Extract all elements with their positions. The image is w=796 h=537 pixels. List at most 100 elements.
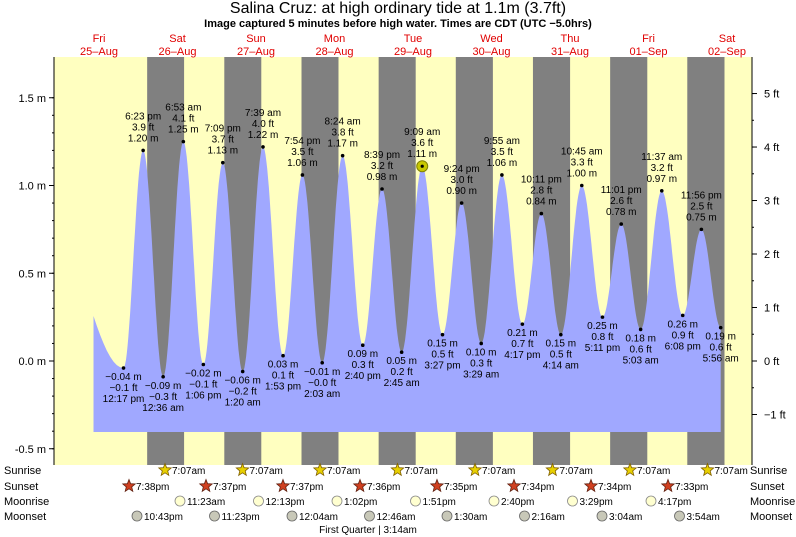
sunset-icon	[198, 478, 214, 493]
axes: -0.5 m 0.0 m 0.5 m 1.0 m 1.5 m −1 ft 0 ft 1 ft 2…	[15, 57, 786, 465]
sunrise-label-left: Sunrise	[4, 465, 41, 477]
moonset-icon	[286, 510, 298, 522]
sunrise-time: 7:07am	[405, 466, 438, 477]
day-name: Mon	[324, 33, 345, 45]
moonset-time: 2:16am	[532, 512, 565, 523]
high-tide-point	[300, 173, 305, 177]
high-tide-time: 11:01 pm	[601, 185, 642, 196]
right-tick-label: 1 ft	[764, 303, 779, 315]
high-tide-point	[659, 188, 664, 193]
sunset-label-left: Sunset	[4, 481, 38, 493]
moonset-label-right: Moonset	[750, 511, 792, 523]
day-date: 30–Aug	[473, 46, 511, 58]
low-tide-point	[440, 332, 445, 337]
right-tick-label: 0 ft	[764, 356, 779, 368]
tide-water-area	[93, 141, 721, 432]
moonrise-icon	[567, 495, 578, 507]
low-tide-time: 5:11 pm	[585, 343, 620, 354]
moonrise-time: 11:23am	[187, 497, 225, 508]
high-tide-metres: 0.78 m	[606, 207, 637, 218]
moonrise-label-left: Moonrise	[4, 496, 49, 508]
moonrise-time: 1:02pm	[344, 497, 377, 508]
day-date: 01–Sep	[630, 46, 668, 58]
low-tide-time: 2:45 am	[384, 378, 420, 389]
sunset-time: 7:36pm	[367, 482, 400, 493]
high-tide-metres: 1.06 m	[487, 158, 518, 169]
sunrise-icon	[700, 462, 715, 477]
low-tide-metres: 0.09 m	[347, 349, 378, 360]
high-tide-feet: 3.7 ft	[212, 135, 234, 146]
sunset-time: 7:38pm	[136, 482, 169, 493]
low-tide-time: 12:36 am	[142, 403, 184, 414]
right-tick-label: 5 ft	[764, 89, 779, 101]
low-tide-metres: 0.18 m	[625, 333, 656, 344]
left-tick-label: -0.5 m	[15, 444, 46, 456]
right-tick-label: −1 ft	[764, 409, 786, 421]
low-tide-point	[360, 343, 365, 348]
low-tide-point	[240, 369, 245, 374]
high-tide-feet: 2.8 ft	[530, 186, 552, 197]
low-tide-feet: −0.1 ft	[109, 383, 137, 394]
low-tide-feet: 0.9 ft	[672, 330, 694, 341]
high-tide-feet: 3.2 ft	[651, 163, 673, 174]
day-name: Thu	[561, 33, 580, 45]
day-name: Fri	[642, 33, 655, 45]
high-tide-metres: 1.20 m	[128, 133, 159, 144]
low-tide-time: 6:08 pm	[665, 341, 701, 352]
high-tide-feet: 4.0 ft	[252, 119, 274, 130]
current-tide-dot	[420, 164, 424, 168]
low-tide-point	[680, 313, 685, 318]
low-tide-point	[520, 322, 525, 326]
sunrise-time: 7:07am	[172, 466, 205, 477]
moonset-time: 1:30am	[454, 512, 487, 523]
day-date: 26–Aug	[159, 46, 197, 58]
low-tide-metres: −0.09 m	[145, 381, 181, 392]
chart-title: Salina Cruz: at high ordinary tide at 1.…	[229, 0, 567, 17]
moonrise-icon	[331, 495, 343, 507]
high-tide-feet: 3.8 ft	[331, 128, 353, 139]
high-tide-feet: 3.5 ft	[291, 147, 313, 158]
moonrise-label-right: Moonrise	[750, 496, 795, 508]
low-tide-point	[281, 353, 285, 358]
low-tide-time: 1:53 pm	[265, 382, 301, 393]
day-date: 29–Aug	[394, 46, 432, 58]
low-tide-point	[201, 362, 206, 367]
high-tide-point	[539, 211, 544, 216]
low-tide-metres: 0.15 m	[427, 339, 458, 350]
sunset-icon	[429, 478, 445, 493]
high-tide-point	[380, 187, 384, 191]
moonset-icon	[519, 510, 530, 522]
day-date: 02–Sep	[708, 46, 746, 58]
moonset-time: 12:04am	[299, 512, 338, 523]
moonset-icon	[596, 510, 608, 522]
sunrise-time: 7:07am	[637, 466, 670, 477]
low-tide-point	[559, 332, 563, 337]
high-tide-metres: 1.11 m	[407, 149, 437, 160]
moonrise-icon	[410, 495, 421, 507]
moonrise-icon	[174, 495, 186, 507]
high-tide-metres: 1.25 m	[168, 125, 199, 136]
low-tide-feet: 0.2 ft	[391, 367, 413, 378]
sunset-label-right: Sunset	[750, 481, 784, 493]
moonset-label-left: Moonset	[4, 511, 46, 523]
sunset-time: 7:34pm	[598, 482, 631, 493]
low-tide-point	[479, 341, 484, 346]
low-tide-time: 5:56 am	[703, 354, 739, 365]
sunset-icon	[660, 478, 676, 493]
day-name: Sat	[169, 33, 186, 45]
sunrise-icon	[390, 462, 405, 477]
high-tide-feet: 4.1 ft	[172, 114, 194, 125]
low-tide-feet: −0.3 ft	[149, 392, 177, 403]
low-tide-feet: 0.1 ft	[272, 371, 294, 382]
high-tide-metres: 0.90 m	[446, 186, 477, 197]
high-tide-point	[699, 227, 704, 232]
high-tide-time: 6:23 pm	[125, 111, 161, 122]
moonset-icon	[364, 510, 375, 522]
high-tide-point	[619, 222, 624, 226]
left-tick-label: 0.0 m	[18, 356, 46, 368]
low-tide-time: 2:03 am	[304, 389, 340, 400]
low-tide-time: 3:29 am	[463, 369, 499, 380]
moonset-icon	[209, 510, 220, 522]
low-tide-point	[600, 315, 605, 319]
